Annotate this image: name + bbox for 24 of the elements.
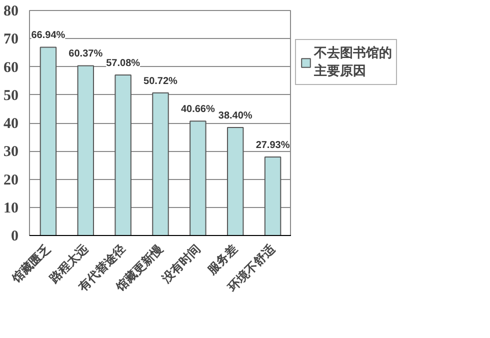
y-tick-label: 40	[4, 116, 18, 132]
y-tick-label: 0	[11, 228, 18, 244]
y-tick-label: 20	[4, 172, 18, 188]
bar	[264, 156, 282, 236]
y-tick-label: 70	[4, 32, 18, 48]
data-label: 27.93%	[256, 140, 290, 151]
y-tick-label: 80	[4, 4, 18, 20]
y-tick-label: 10	[4, 200, 18, 216]
y-tick-label: 50	[4, 88, 18, 104]
y-tick-label: 30	[4, 144, 18, 160]
bar	[40, 46, 57, 236]
data-label: 60.37%	[68, 48, 103, 60]
y-tick-label: 60	[4, 60, 18, 76]
legend-label: 不去图书馆的主要原因	[314, 44, 392, 80]
bar	[77, 65, 94, 236]
data-label: 40.66%	[180, 104, 215, 116]
data-label: 38.40%	[218, 110, 252, 122]
data-label: 66.94%	[31, 30, 66, 42]
data-label: 50.72%	[144, 76, 178, 87]
bar	[190, 120, 206, 236]
bar	[152, 92, 169, 236]
data-label: 57.08%	[106, 58, 140, 69]
bar	[114, 74, 132, 236]
bar	[226, 127, 244, 236]
